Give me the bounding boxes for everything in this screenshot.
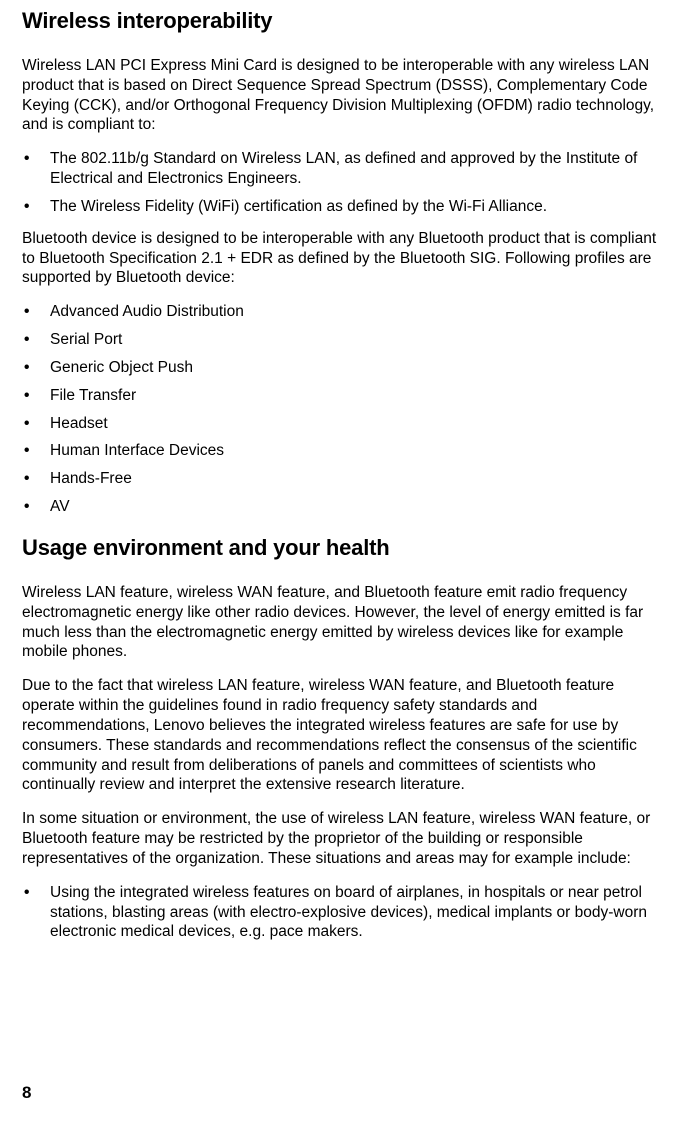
- list-item: The Wireless Fidelity (WiFi) certificati…: [22, 197, 661, 217]
- paragraph-bluetooth-intro: Bluetooth device is designed to be inter…: [22, 229, 661, 288]
- heading-wireless-interoperability: Wireless interoperability: [22, 8, 661, 34]
- list-item: AV: [22, 497, 661, 517]
- list-item: Serial Port: [22, 330, 661, 350]
- list-item: Headset: [22, 414, 661, 434]
- bullet-list-restrictions: Using the integrated wireless features o…: [22, 883, 661, 942]
- list-item: Generic Object Push: [22, 358, 661, 378]
- paragraph-safety-standards: Due to the fact that wireless LAN featur…: [22, 676, 661, 795]
- list-item: File Transfer: [22, 386, 661, 406]
- list-item: Human Interface Devices: [22, 441, 661, 461]
- bullet-list-wlan-compliance: The 802.11b/g Standard on Wireless LAN, …: [22, 149, 661, 216]
- list-item: Hands-Free: [22, 469, 661, 489]
- bullet-list-bluetooth-profiles: Advanced Audio Distribution Serial Port …: [22, 302, 661, 517]
- list-item: Advanced Audio Distribution: [22, 302, 661, 322]
- paragraph-rf-emission: Wireless LAN feature, wireless WAN featu…: [22, 583, 661, 662]
- list-item: The 802.11b/g Standard on Wireless LAN, …: [22, 149, 661, 189]
- paragraph-restrictions-intro: In some situation or environment, the us…: [22, 809, 661, 868]
- document-page: Wireless interoperability Wireless LAN P…: [0, 0, 683, 1127]
- page-number: 8: [22, 1083, 31, 1103]
- list-item: Using the integrated wireless features o…: [22, 883, 661, 942]
- paragraph-intro-wlan: Wireless LAN PCI Express Mini Card is de…: [22, 56, 661, 135]
- heading-usage-environment: Usage environment and your health: [22, 535, 661, 561]
